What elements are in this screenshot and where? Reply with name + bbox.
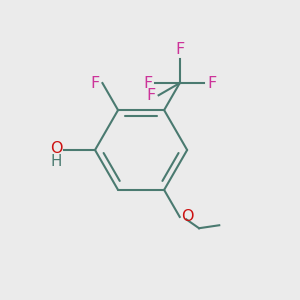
Text: H: H — [51, 154, 62, 169]
Text: F: F — [207, 76, 216, 91]
Text: F: F — [175, 42, 184, 57]
Text: O: O — [181, 209, 194, 224]
Text: F: F — [143, 76, 152, 91]
Text: F: F — [90, 76, 100, 91]
Text: F: F — [146, 88, 156, 103]
Text: O: O — [50, 141, 62, 156]
